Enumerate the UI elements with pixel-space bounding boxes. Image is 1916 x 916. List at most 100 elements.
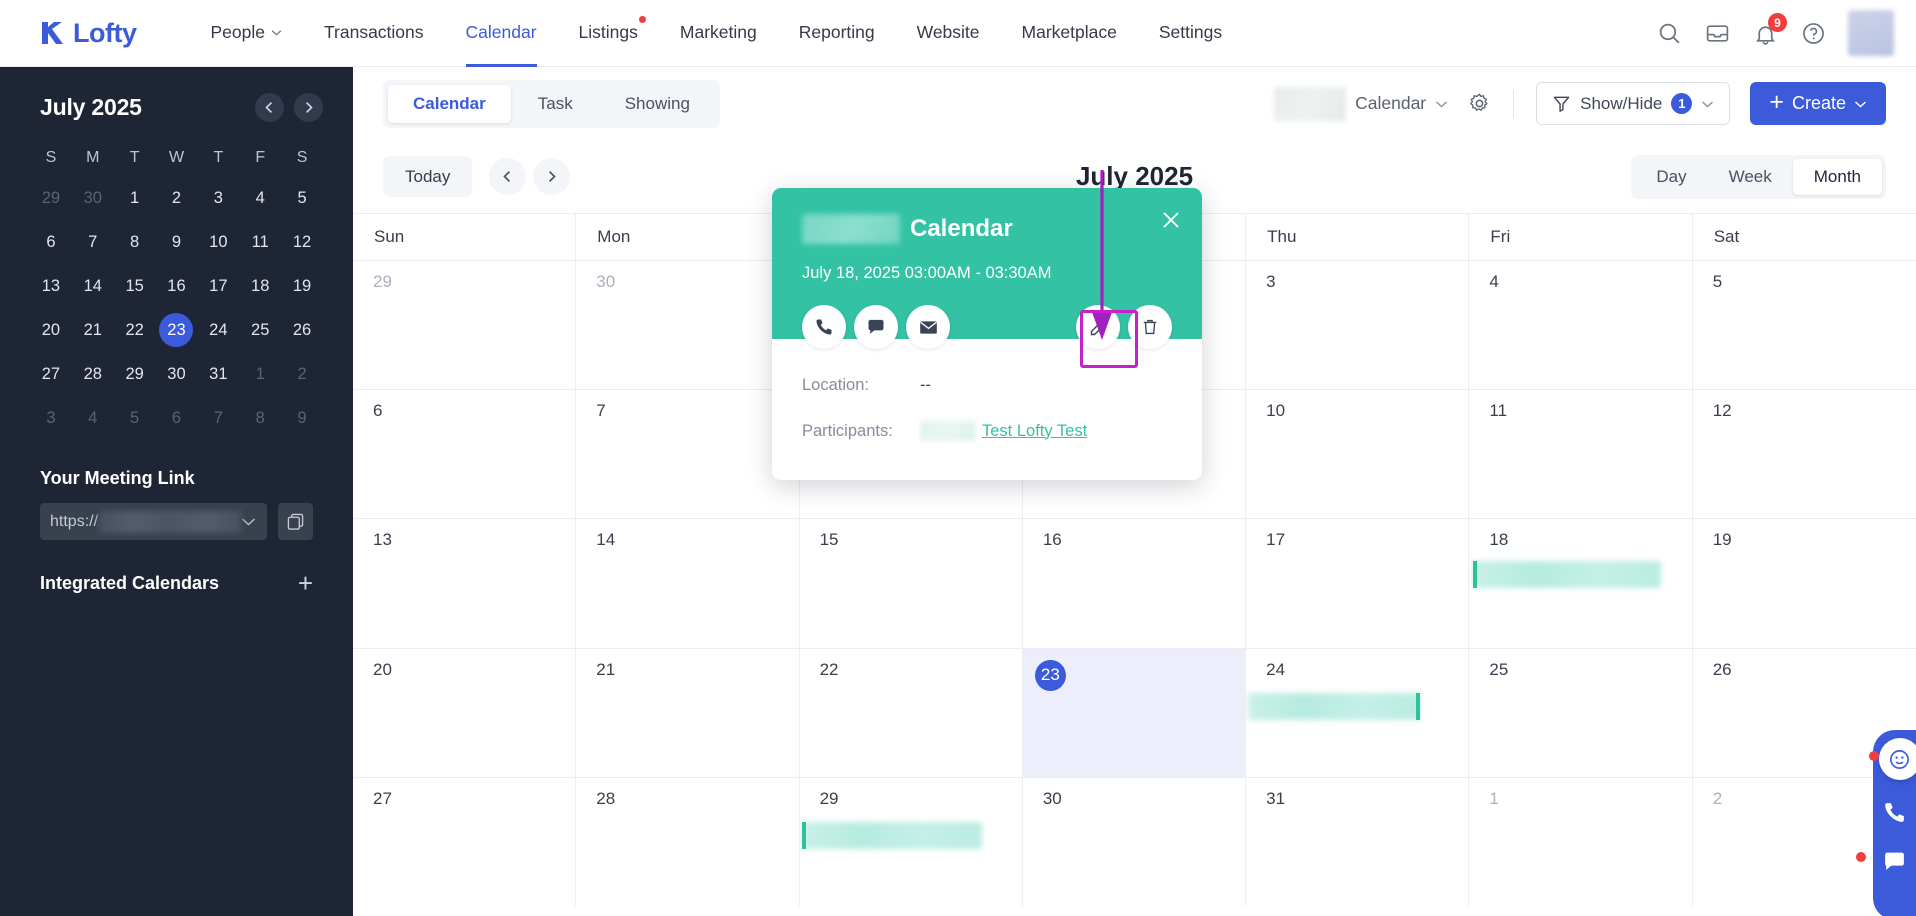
sidebar-next-month-button[interactable] bbox=[294, 93, 323, 122]
month-day-cell[interactable]: 28 bbox=[576, 777, 800, 906]
mini-calendar-day[interactable]: 10 bbox=[197, 220, 239, 264]
calendar-event-block[interactable] bbox=[1248, 692, 1421, 720]
mini-calendar-day[interactable]: 19 bbox=[281, 264, 323, 308]
nav-item-transactions[interactable]: Transactions bbox=[303, 0, 445, 67]
show-hide-button[interactable]: Show/Hide 1 bbox=[1536, 82, 1731, 125]
month-day-cell[interactable]: 26 bbox=[1693, 649, 1916, 777]
month-day-cell[interactable]: 15 bbox=[800, 519, 1023, 648]
mini-calendar-day[interactable]: 1 bbox=[239, 352, 281, 396]
month-day-cell[interactable]: 17 bbox=[1246, 519, 1470, 648]
calendar-event-block[interactable] bbox=[801, 821, 982, 849]
help-icon[interactable] bbox=[1800, 20, 1826, 46]
month-day-cell[interactable]: 1 bbox=[1469, 777, 1693, 906]
view-option-week[interactable]: Week bbox=[1728, 166, 1772, 186]
month-day-cell[interactable]: 31 bbox=[1246, 777, 1470, 906]
mini-calendar-day[interactable]: 6 bbox=[156, 396, 198, 440]
email-icon[interactable] bbox=[906, 305, 950, 349]
nav-item-listings[interactable]: Listings bbox=[558, 0, 659, 67]
trash-icon[interactable] bbox=[1128, 305, 1172, 349]
mini-calendar-day[interactable]: 17 bbox=[197, 264, 239, 308]
mini-calendar-day[interactable]: 7 bbox=[197, 396, 239, 440]
meeting-link-input[interactable]: https:// bbox=[40, 503, 267, 540]
next-period-button[interactable] bbox=[533, 158, 571, 195]
mini-calendar-day[interactable]: 20 bbox=[30, 308, 72, 352]
phone-icon[interactable] bbox=[1882, 800, 1907, 825]
month-day-cell[interactable]: 25 bbox=[1469, 648, 1693, 777]
month-day-cell[interactable]: 27 bbox=[353, 777, 577, 906]
tab-calendar[interactable]: Calendar bbox=[388, 84, 511, 123]
mini-calendar-day[interactable]: 28 bbox=[72, 352, 114, 396]
mini-calendar-day[interactable]: 27 bbox=[30, 352, 72, 396]
view-option-month[interactable]: Month bbox=[1792, 158, 1882, 195]
mini-calendar-day[interactable]: 9 bbox=[281, 396, 323, 440]
nav-item-people[interactable]: People bbox=[189, 0, 303, 67]
mini-calendar-day[interactable]: 2 bbox=[281, 352, 323, 396]
today-button[interactable]: Today bbox=[383, 156, 473, 197]
mini-calendar-day[interactable]: 11 bbox=[239, 220, 281, 264]
month-day-cell[interactable]: 6 bbox=[353, 390, 577, 519]
mini-calendar-day[interactable]: 5 bbox=[114, 396, 156, 440]
month-day-cell[interactable]: 19 bbox=[1693, 519, 1916, 647]
mini-calendar-day[interactable]: 2 bbox=[156, 176, 198, 220]
month-day-cell[interactable]: 29 bbox=[800, 777, 1023, 906]
calendar-selector[interactable]: Calendar bbox=[1274, 86, 1448, 121]
month-day-cell[interactable]: 16 bbox=[1023, 519, 1247, 648]
search-icon[interactable] bbox=[1656, 20, 1682, 46]
mini-calendar-day[interactable]: 22 bbox=[114, 308, 156, 352]
inbox-icon[interactable] bbox=[1704, 20, 1730, 46]
mini-calendar-day[interactable]: 6 bbox=[30, 220, 72, 264]
mini-calendar-day[interactable]: 15 bbox=[114, 264, 156, 308]
chevron-down-icon[interactable] bbox=[241, 517, 257, 526]
month-day-cell[interactable]: 11 bbox=[1469, 390, 1693, 519]
month-day-cell[interactable]: 24 bbox=[1246, 648, 1470, 777]
create-button[interactable]: + Create bbox=[1750, 82, 1886, 125]
month-day-cell[interactable]: 10 bbox=[1246, 390, 1470, 519]
mini-calendar-day[interactable]: 29 bbox=[30, 176, 72, 220]
copy-meeting-link-button[interactable] bbox=[278, 503, 313, 540]
message-icon[interactable] bbox=[854, 305, 898, 349]
add-integrated-calendar-button[interactable]: + bbox=[297, 568, 313, 598]
month-day-cell[interactable]: 12 bbox=[1693, 390, 1916, 518]
tab-showing[interactable]: Showing bbox=[624, 93, 690, 113]
month-day-cell[interactable]: 3 bbox=[1246, 261, 1470, 390]
gear-icon[interactable] bbox=[1468, 92, 1491, 115]
prev-period-button[interactable] bbox=[489, 158, 527, 195]
mini-calendar-day[interactable]: 7 bbox=[72, 220, 114, 264]
month-day-cell[interactable]: 21 bbox=[576, 648, 800, 777]
mini-calendar-day[interactable]: 25 bbox=[239, 308, 281, 352]
month-day-cell[interactable]: 7 bbox=[576, 390, 800, 519]
phone-icon[interactable] bbox=[802, 305, 846, 349]
month-day-cell[interactable]: 30 bbox=[576, 261, 800, 390]
mini-calendar-day[interactable]: 29 bbox=[114, 352, 156, 396]
mini-calendar-day[interactable]: 26 bbox=[281, 308, 323, 352]
mini-calendar-day[interactable]: 4 bbox=[72, 396, 114, 440]
chat-icon[interactable] bbox=[1856, 849, 1907, 874]
month-day-cell[interactable]: 2 bbox=[1693, 778, 1916, 906]
month-day-cell[interactable]: 13 bbox=[353, 519, 577, 648]
month-day-cell[interactable]: 5 bbox=[1693, 261, 1916, 389]
mini-calendar-day[interactable]: 13 bbox=[30, 264, 72, 308]
month-day-cell[interactable]: 22 bbox=[800, 648, 1023, 777]
month-day-cell[interactable]: 18 bbox=[1469, 519, 1693, 648]
mini-calendar-day[interactable]: 8 bbox=[114, 220, 156, 264]
month-day-cell[interactable]: 23 bbox=[1022, 648, 1247, 777]
mini-calendar-day[interactable]: 1 bbox=[114, 176, 156, 220]
mini-calendar-day[interactable]: 30 bbox=[72, 176, 114, 220]
mini-calendar-day[interactable]: 31 bbox=[197, 352, 239, 396]
month-day-cell[interactable]: 14 bbox=[576, 519, 800, 648]
tab-task[interactable]: Task bbox=[537, 93, 573, 113]
mini-calendar-day[interactable]: 16 bbox=[156, 264, 198, 308]
view-option-day[interactable]: Day bbox=[1656, 166, 1687, 186]
mini-calendar-day[interactable]: 8 bbox=[239, 396, 281, 440]
mini-calendar-day[interactable]: 30 bbox=[156, 352, 198, 396]
brand-logo[interactable]: Lofty bbox=[38, 18, 137, 49]
nav-item-reporting[interactable]: Reporting bbox=[778, 0, 896, 67]
mini-calendar-day[interactable]: 4 bbox=[239, 176, 281, 220]
month-day-cell[interactable]: 30 bbox=[1023, 777, 1247, 906]
mini-calendar-day[interactable]: 14 bbox=[72, 264, 114, 308]
mini-calendar-day[interactable]: 24 bbox=[197, 308, 239, 352]
month-day-cell[interactable]: 29 bbox=[353, 261, 577, 390]
mini-calendar-day[interactable]: 9 bbox=[156, 220, 198, 264]
nav-item-settings[interactable]: Settings bbox=[1138, 0, 1243, 67]
edit-icon[interactable] bbox=[1076, 305, 1120, 349]
